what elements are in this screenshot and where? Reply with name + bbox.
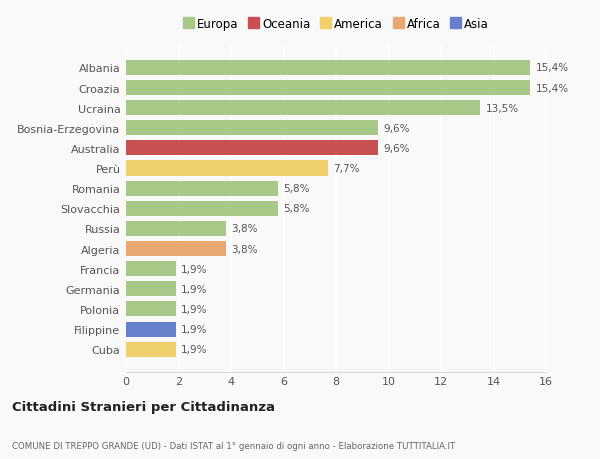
Text: 3,8%: 3,8% [231,244,257,254]
Bar [126,141,378,156]
Text: 15,4%: 15,4% [536,63,569,73]
Text: 1,9%: 1,9% [181,264,208,274]
Text: 9,6%: 9,6% [383,144,410,154]
Text: 5,8%: 5,8% [284,184,310,194]
Bar [126,202,278,216]
Bar [126,262,176,277]
Bar [126,101,481,116]
Text: 1,9%: 1,9% [181,344,208,354]
Bar [126,121,378,136]
Text: 3,8%: 3,8% [231,224,257,234]
Legend: Europa, Oceania, America, Africa, Asia: Europa, Oceania, America, Africa, Asia [181,16,491,34]
Bar [126,61,530,76]
Text: 1,9%: 1,9% [181,325,208,334]
Bar [126,161,328,176]
Text: 15,4%: 15,4% [536,84,569,93]
Bar [126,181,278,196]
Text: 9,6%: 9,6% [383,123,410,134]
Bar [126,342,176,357]
Bar [126,221,226,236]
Bar [126,81,530,96]
Text: Cittadini Stranieri per Cittadinanza: Cittadini Stranieri per Cittadinanza [12,400,275,413]
Text: 1,9%: 1,9% [181,304,208,314]
Text: 1,9%: 1,9% [181,284,208,294]
Text: 13,5%: 13,5% [485,103,519,113]
Bar [126,241,226,257]
Bar [126,282,176,297]
Text: 5,8%: 5,8% [284,204,310,214]
Text: 7,7%: 7,7% [334,164,360,174]
Bar [126,302,176,317]
Text: COMUNE DI TREPPO GRANDE (UD) - Dati ISTAT al 1° gennaio di ogni anno - Elaborazi: COMUNE DI TREPPO GRANDE (UD) - Dati ISTA… [12,441,455,450]
Bar [126,322,176,337]
